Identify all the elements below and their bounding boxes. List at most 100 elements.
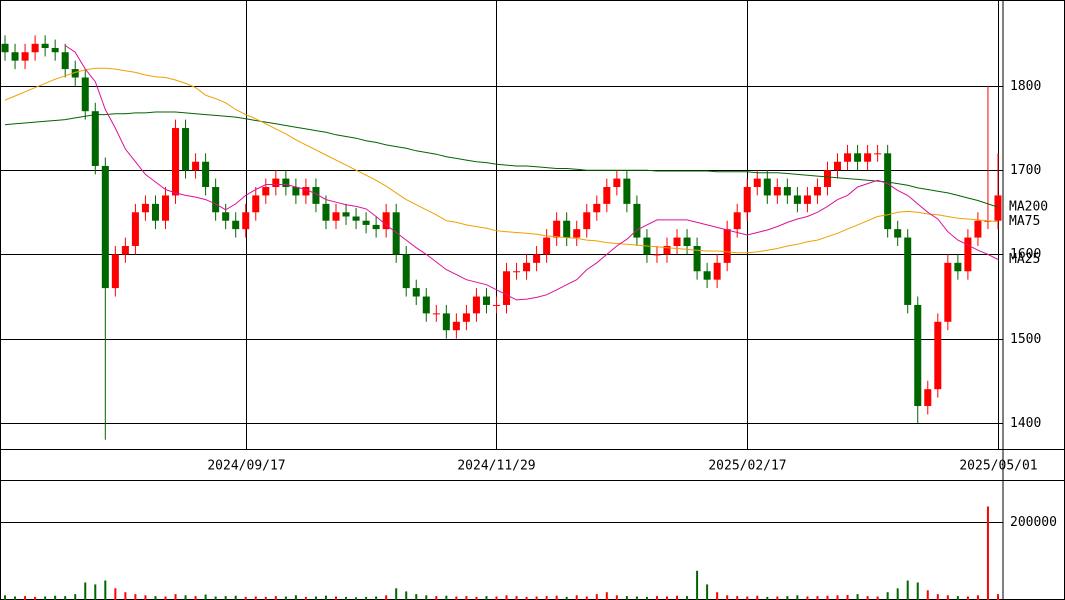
candle-body [392,212,400,255]
volume-bar [866,596,869,600]
candle-body [864,153,872,162]
candle-body [262,187,270,196]
candle-body [121,245,129,255]
moving-average-line [4,111,999,208]
volume-bar [625,596,628,600]
candle-body [904,237,912,305]
candle-body [1,43,9,53]
candle-body [202,161,210,188]
candle-body [533,254,541,263]
candle-body [252,195,260,213]
candle-body [844,153,852,162]
candle-body [242,212,250,230]
x-tick-label: 2025/05/01 [959,459,1037,474]
volume-bar [836,595,839,600]
volume-bar [234,595,237,600]
volume-bar [335,596,338,600]
candle-body [151,203,159,221]
volume-bar [686,596,689,600]
volume-bar [535,596,538,600]
volume-bar [796,595,799,600]
volume-bar [655,596,658,600]
volume-bar [585,596,588,600]
y-tick-label: 1800 [1010,79,1041,94]
volume-bar [184,595,187,600]
candle-body [914,304,922,407]
volume-bar [144,595,147,600]
candle-body [362,220,370,225]
candle-body [954,262,962,272]
volume-bar [164,596,167,600]
volume-bar [986,506,989,600]
volume-bar [425,595,428,600]
candle-body [131,212,139,246]
candle-body [192,161,200,171]
volume-bar [716,592,719,600]
volume-bar [284,596,287,600]
volume-bar [314,596,317,600]
candle-body [924,389,932,407]
volume-bar [816,596,819,600]
candle-body [302,187,310,196]
candle-body [823,170,831,188]
volume-bar [976,595,979,600]
volume-bar [174,594,177,600]
candle-body [212,187,220,213]
volume-bar [64,596,67,600]
volume-bar [896,588,899,600]
candle-body [292,187,300,196]
volume-bar [575,595,578,600]
volume-bar [395,588,398,600]
candle-body [884,153,892,230]
volume-bar [134,594,137,600]
volume-bar [84,582,87,600]
candle-body [803,195,811,204]
candle-body [523,262,531,272]
candle-body [703,271,711,280]
candle-body [623,178,631,204]
volume-bar [485,596,488,600]
candle-body [81,77,89,112]
candle-body [813,187,821,196]
volume-tick-label: 200000 [1010,515,1057,530]
candle-body [172,128,180,196]
candle-body [563,220,571,238]
volume-bar [74,594,77,600]
volume-bar [345,596,348,600]
ma-label: MA75 [1009,214,1040,229]
candle-body [352,216,360,221]
candle-body [222,212,230,221]
volume-bar [595,594,598,600]
candle-body [573,229,581,238]
volume-bar [525,596,528,600]
volume-bar [946,595,949,600]
volume-bar [495,596,498,600]
volume-bar [304,596,307,600]
candle-body [633,203,641,238]
candle-body [452,321,460,331]
candle-body [51,48,59,53]
candle-body [603,187,611,204]
volume-bar [355,597,358,600]
candle-body [141,203,149,213]
volume-bar [455,596,458,600]
candle-body [91,111,99,166]
volume-bar [214,596,217,600]
volume-bar [956,596,959,600]
candle-body [312,187,320,204]
candle-body [653,254,661,256]
x-tick-label: 2025/02/17 [708,459,786,474]
volume-bar [264,596,267,600]
candle-body [232,220,240,230]
y-tick-label: 1600 [1010,247,1041,262]
candle-body [683,237,691,246]
candle-body [182,128,190,171]
volume-bar [786,596,789,600]
candle-body [593,203,601,213]
volume-bar [465,596,468,600]
candle-body [783,187,791,196]
candle-body [944,262,952,322]
candle-body [442,313,450,331]
